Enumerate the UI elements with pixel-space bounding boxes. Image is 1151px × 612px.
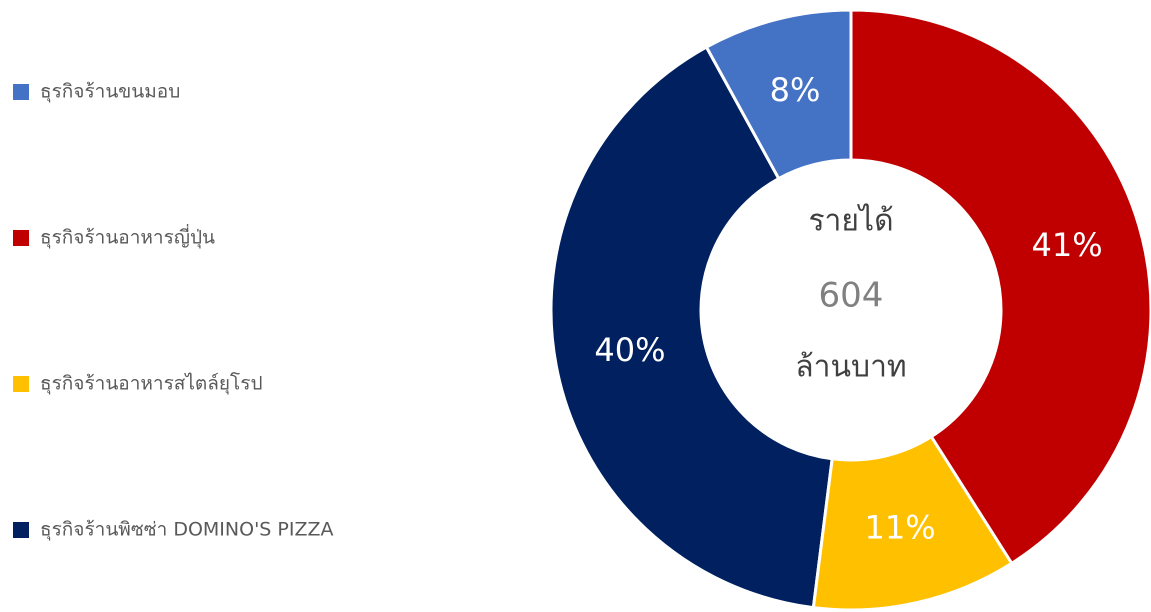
legend-swatch [13, 230, 29, 246]
slice-label: 11% [865, 509, 936, 547]
slice [811, 434, 1014, 612]
legend-swatch [13, 376, 29, 392]
slice [704, 8, 853, 181]
legend-label: ธุรกิจร้านอาหารสไตล์ยุโรป [40, 372, 263, 396]
legend-label: ธุรกิจร้านขนมอบ [40, 81, 180, 104]
slice [849, 8, 1151, 566]
slice-label: 8% [770, 71, 821, 109]
legend-label: ธุรกิจร้านอาหารญี่ปุ่น [40, 224, 215, 250]
legend-label: ธุรกิจร้านพิซซ่า DOMINO'S PIZZA [40, 519, 334, 542]
center-value: 604 [819, 276, 884, 316]
center-label: รายได้ [808, 203, 893, 239]
slice-label: 40% [594, 331, 665, 369]
legend-swatch [13, 84, 29, 100]
slice [549, 45, 834, 610]
slice-label: 41% [1032, 226, 1103, 264]
center-unit: ล้านบาท [795, 350, 906, 385]
legend-swatch [13, 522, 29, 538]
